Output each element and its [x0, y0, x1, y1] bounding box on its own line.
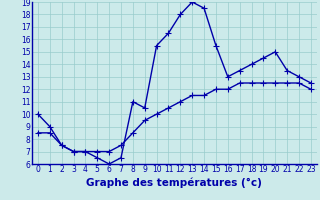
X-axis label: Graphe des températures (°c): Graphe des températures (°c): [86, 177, 262, 188]
